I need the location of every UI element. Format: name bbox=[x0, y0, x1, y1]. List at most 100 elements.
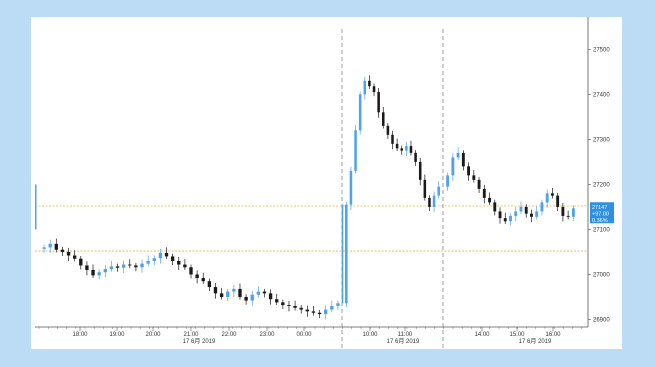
candle-body bbox=[467, 166, 471, 176]
candle-body bbox=[170, 256, 175, 261]
candle-0-15 bbox=[134, 262, 138, 272]
candle-0-47 bbox=[330, 300, 334, 313]
candle-2-6 bbox=[477, 177, 481, 193]
candle-1-15 bbox=[414, 150, 417, 166]
candle-1-2 bbox=[354, 124, 357, 174]
price-chart[interactable]: 27500 27400 27300 27200 27100 27000 26900 18:0… bbox=[31, 17, 622, 349]
candle-body bbox=[164, 252, 169, 257]
x-tick-label-3: 21:00 bbox=[183, 332, 199, 338]
candle-2-22 bbox=[561, 202, 565, 222]
candle-body bbox=[493, 202, 497, 212]
candle-body bbox=[262, 291, 267, 294]
last-price-badge: 27147+97.000.36% bbox=[590, 202, 614, 224]
candle-body bbox=[509, 215, 512, 222]
candle-0-9 bbox=[97, 269, 101, 280]
candle-body bbox=[414, 152, 417, 162]
candle-body bbox=[256, 291, 261, 295]
candle-body bbox=[121, 264, 126, 268]
candle-0-28 bbox=[213, 283, 218, 299]
candle-2-9 bbox=[493, 199, 497, 216]
candle-body bbox=[79, 258, 83, 266]
y-tick-label-1: 27400 bbox=[593, 92, 610, 98]
candle-0-48 bbox=[336, 300, 340, 311]
candle-0-32 bbox=[238, 283, 242, 300]
candle-body bbox=[311, 311, 316, 313]
candle-1-0 bbox=[345, 201, 348, 308]
candle-body bbox=[345, 204, 348, 304]
session-dividers bbox=[341, 29, 444, 349]
candle-body bbox=[219, 293, 224, 297]
x-tick-label-1: 19:00 bbox=[109, 332, 125, 338]
candle-body bbox=[109, 266, 114, 270]
candle-body bbox=[115, 266, 120, 268]
candle-body bbox=[195, 274, 199, 279]
candle-body bbox=[428, 197, 431, 207]
candle-body bbox=[232, 288, 236, 292]
candle-body bbox=[85, 265, 89, 270]
candle-2-0 bbox=[446, 172, 450, 191]
candle-2-13 bbox=[514, 207, 518, 222]
candle-0-1 bbox=[48, 239, 52, 253]
candle-0-18 bbox=[152, 255, 156, 265]
candle-0-29 bbox=[219, 287, 224, 300]
candle-0-38 bbox=[275, 293, 279, 306]
candle-0-13 bbox=[121, 260, 126, 274]
candle-0-30 bbox=[226, 288, 230, 302]
x-tick-label-10: 15:00 bbox=[509, 332, 525, 338]
last-price-badge-box bbox=[590, 202, 614, 224]
candle-body bbox=[189, 267, 193, 275]
candle-body bbox=[128, 264, 132, 266]
candle-2-14 bbox=[519, 201, 523, 215]
candle-0-2 bbox=[54, 238, 58, 253]
candle-0-20 bbox=[164, 247, 169, 260]
candle-body bbox=[519, 206, 523, 212]
candle-body bbox=[330, 305, 334, 310]
x-tick-label-11: 16:00 bbox=[545, 332, 561, 338]
candle-body bbox=[530, 213, 533, 217]
candle-0-8 bbox=[91, 264, 95, 279]
x-tick-label-4: 22:00 bbox=[221, 332, 237, 338]
candle-2-5 bbox=[472, 169, 476, 183]
candle-body bbox=[456, 152, 460, 158]
candle-1-10 bbox=[391, 130, 394, 150]
candle-0-22 bbox=[177, 256, 181, 270]
candle-0-45 bbox=[317, 310, 322, 319]
candle-body bbox=[451, 157, 455, 176]
candle-0-0 bbox=[42, 244, 46, 253]
x-axis: 18:00 19:00 20:00 21:00 22:00 23:00 00:00 10:00… bbox=[35, 326, 588, 345]
candle-body bbox=[268, 293, 273, 300]
candle-1-13 bbox=[405, 142, 408, 157]
x-tick-label-5: 23:00 bbox=[259, 332, 275, 338]
candle-2-24 bbox=[571, 205, 575, 221]
x-date-label-0: 17 6月 2019 bbox=[183, 338, 216, 345]
candle-0-35 bbox=[256, 286, 261, 298]
candle-body bbox=[571, 208, 575, 217]
candle-body bbox=[358, 94, 362, 131]
x-tick-label-7: 10:00 bbox=[362, 332, 378, 338]
candle-0-12 bbox=[115, 263, 120, 272]
candle-1-8 bbox=[381, 106, 385, 129]
candle-body bbox=[97, 272, 101, 276]
candle-0-44 bbox=[311, 305, 316, 316]
candle-body bbox=[381, 112, 385, 126]
candle-body bbox=[103, 269, 107, 273]
x-tick-label-9: 14:00 bbox=[474, 332, 490, 338]
candle-body bbox=[48, 243, 52, 248]
candle-body bbox=[400, 148, 404, 151]
candle-0-7 bbox=[85, 261, 89, 276]
y-axis: 27500 27400 27300 27200 27100 27000 26900 bbox=[587, 17, 610, 327]
y-tick-label-3: 27200 bbox=[593, 182, 610, 188]
candle-1-7 bbox=[377, 88, 380, 118]
candle-body bbox=[60, 249, 65, 252]
candle-body bbox=[409, 146, 413, 153]
candle-2-3 bbox=[461, 150, 465, 171]
candle-body bbox=[91, 269, 95, 276]
candle-0-14 bbox=[128, 259, 132, 269]
candle-body bbox=[363, 80, 367, 95]
candle-body bbox=[405, 146, 408, 151]
candle-0-33 bbox=[244, 294, 248, 305]
candle-2-18 bbox=[540, 199, 544, 216]
candle-0-19 bbox=[158, 248, 163, 264]
candle-body bbox=[349, 170, 353, 205]
candle-2-16 bbox=[530, 209, 533, 223]
